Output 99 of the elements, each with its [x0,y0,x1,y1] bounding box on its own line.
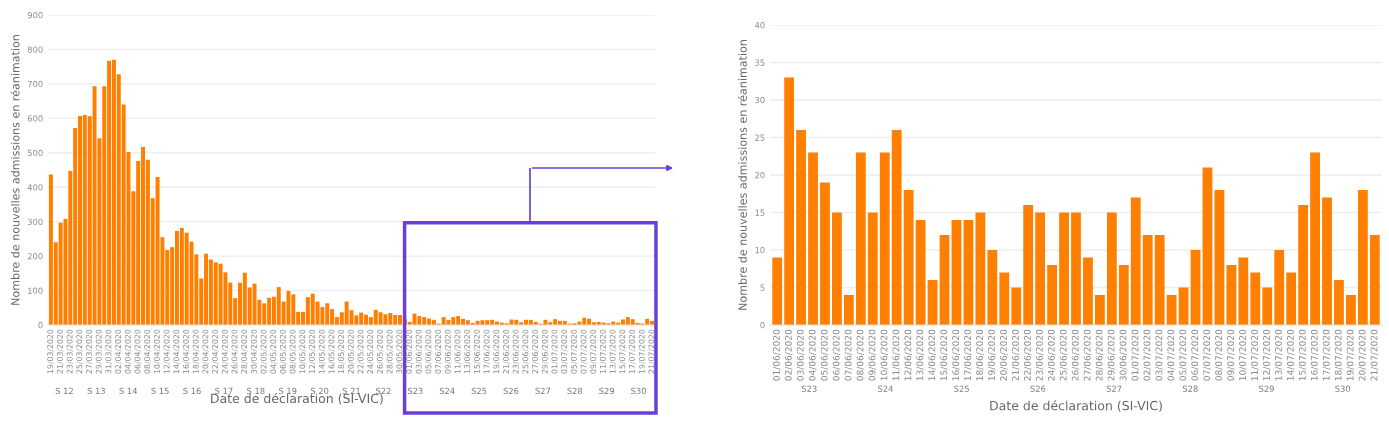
text: S29 [1259,385,1274,392]
x-tick-label: 02/07/2020 [1143,329,1152,381]
x-tick-label: 26/06/2020 [1071,329,1080,381]
x-tick-label: 10/07/2020 [1239,329,1247,381]
text: S 18 [247,387,265,395]
x-tick-label: 17/06/2020 [964,329,972,381]
y-tick-label: 700 [27,80,43,88]
text: S30 [631,387,646,395]
text: S 12 [55,387,73,395]
x-tick-label: 09/06/2020 [868,329,877,381]
text: S23 [407,387,423,395]
x-tick-label: 05/07/2020 [1179,329,1187,381]
y-tick-label: 0 [760,321,765,329]
x-tick-label: 05/06/2020 [820,329,829,381]
text: S29 [599,387,615,395]
x-tick-label: 29/06/2020 [1107,329,1116,381]
text: S23 [801,385,817,392]
x-tick-label: 15/07/2020 [1298,329,1307,381]
y-tick-label: 40 [754,21,765,29]
x-tick-label: 21/06/2020 [1012,329,1020,381]
text: S 19 [278,387,297,395]
x-tick-label: 12/07/2020 [1263,329,1271,381]
y-tick-label: 600 [27,115,43,122]
y-tick-label: 900 [27,11,43,19]
y-tick-label: 800 [27,46,43,53]
x-tick-label: 03/07/2020 [1155,329,1163,381]
x-tick-label: 04/06/2020 [808,329,817,381]
x-tick-label: 08/07/2020 [1215,329,1223,381]
x-tick-label: 08/06/2020 [856,329,865,381]
text: S25 [954,385,969,392]
x-tick-label: 06/06/2020 [832,329,841,381]
x-tick-label: 18/06/2020 [976,329,984,381]
x-tick-label: 01/06/2020 [772,329,781,381]
y-tick-label: 30 [755,96,765,104]
x-tick-label: 20/06/2020 [1000,329,1008,381]
x-axis-title: Date de déclaration (SI-VIC) [990,400,1162,412]
y-tick-label: 20 [755,171,765,179]
y-tick-label: 500 [27,149,43,157]
y-axis-title: Nombre de nouvelles admissions en réanimation [10,35,20,305]
text: S 14 [119,387,138,395]
text: S27 [535,387,551,395]
x-tick-label: 01/07/2020 [1131,329,1140,381]
text: S24 [878,385,893,392]
text: S27 [1106,385,1122,392]
x-tick-label: 18/07/2020 [1334,329,1343,381]
x-tick-label: 20/07/2020 [1358,329,1367,381]
x-tick-label: 13/07/2020 [1274,329,1283,381]
x-tick-label: 30/06/2020 [1119,329,1128,381]
y-tick-label: 5 [760,284,765,291]
y-tick-label: 300 [27,218,43,225]
text: S30 [1335,385,1351,392]
x-tick-label: 16/07/2020 [1310,329,1319,381]
y-tick-label: 400 [27,184,43,191]
text: S 21 [342,387,360,395]
x-tick-label: 11/07/2020 [1251,329,1259,381]
y-tick-label: 0 [38,321,43,329]
x-tick-label: 10/06/2020 [880,329,889,381]
text: S28 [1182,385,1198,392]
x-tick-label: 24/06/2020 [1047,329,1056,381]
y-tick-label: 15 [755,209,765,216]
text: S22 [376,387,391,395]
y-tick-label: 100 [28,287,43,294]
x-tick-label: 04/07/2020 [1167,329,1175,381]
x-tick-label: 23/06/2020 [1035,329,1044,381]
x-tick-label: 27/06/2020 [1083,329,1092,381]
text: S28 [567,387,583,395]
x-tick-label: 03/06/2020 [796,329,805,381]
x-tick-label: 17/07/2020 [1322,329,1331,381]
x-tick-label: 07/07/2020 [1203,329,1211,381]
x-tick-label: 15/06/2020 [940,329,948,381]
x-tick-label: 07/06/2020 [844,329,853,381]
y-axis-title: Nombre de nouvelles admissions en réanimation [737,40,747,310]
x-tick-label: 16/06/2020 [952,329,960,381]
x-tick-label: 25/06/2020 [1059,329,1068,381]
x-tick-label: 19/07/2020 [1346,329,1355,381]
text: S 13 [87,387,105,395]
x-tick-label: 13/06/2020 [916,329,924,381]
x-tick-label: 06/07/2020 [1191,329,1199,381]
text: S26 [503,387,519,395]
text: S 16 [183,387,201,395]
x-tick-label: 14/06/2020 [928,329,936,381]
x-tick-label: 11/06/2020 [892,329,901,381]
y-tick-label: 200 [27,253,43,260]
x-tick-label: 19/06/2020 [988,329,996,381]
text: S24 [439,387,455,395]
y-tick-label: 10 [755,246,765,254]
text: S25 [471,387,487,395]
x-tick-label: 12/06/2020 [904,329,912,381]
x-tick-label: 22/06/2020 [1023,329,1032,381]
x-tick-label: 21/07/2020 [1370,329,1379,381]
x-tick-label: 14/07/2020 [1286,329,1295,381]
x-tick-label: 02/06/2020 [784,329,793,381]
x-tick-label: 28/06/2020 [1095,329,1104,381]
text: S26 [1030,385,1046,392]
text: S 17 [215,387,233,395]
x-tick-label: 09/07/2020 [1227,329,1235,381]
y-tick-label: 35 [755,59,765,66]
text: S 15 [151,387,169,395]
y-tick-label: 25 [755,134,765,141]
